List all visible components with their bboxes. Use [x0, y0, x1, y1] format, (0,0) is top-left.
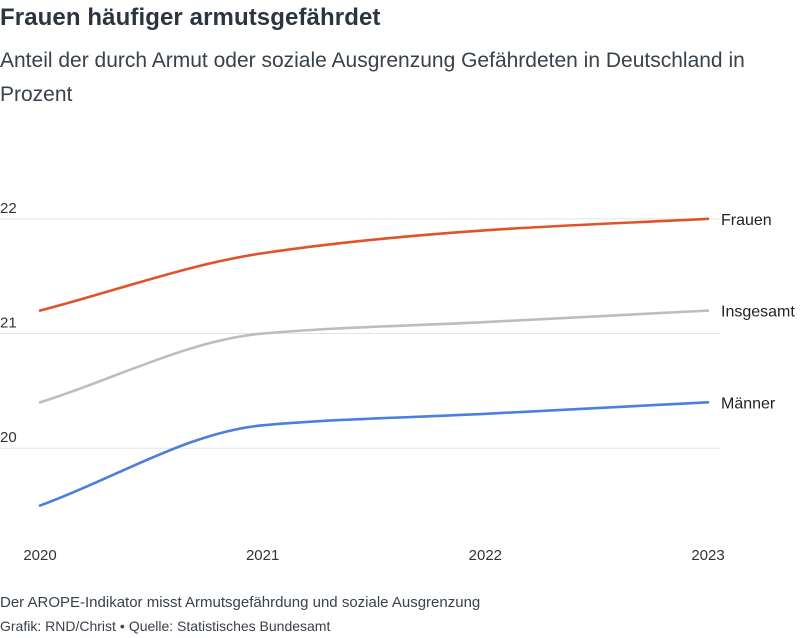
y-tick-label: 20	[0, 429, 17, 446]
x-tick-label: 2022	[469, 547, 502, 564]
y-axis-ticks: 20 21 22	[0, 200, 17, 446]
chart-title: Frauen häufiger armutsgefährdet	[0, 4, 381, 31]
x-tick-label: 2020	[23, 547, 56, 564]
x-tick-label: 2023	[691, 547, 724, 564]
chart-subtitle: Anteil der durch Armut oder soziale Ausg…	[0, 49, 745, 106]
series-label-0: Frauen	[721, 212, 772, 229]
gridlines	[0, 218, 720, 449]
y-tick-label: 21	[0, 315, 17, 332]
series-label-2: Männer	[721, 395, 776, 412]
series-label-1: Insgesamt	[721, 304, 795, 321]
series-labels: Frauen Insgesamt Männer	[721, 212, 795, 413]
series-lines	[38, 217, 710, 507]
source-text: Quelle: Statistisches Bundesamt	[128, 618, 331, 634]
y-tick-label: 22	[0, 200, 17, 217]
series-line-1	[38, 309, 710, 404]
series-line-2	[38, 401, 710, 507]
x-axis-ticks: 2020 2021 2022 2023	[23, 547, 724, 564]
series-line-0	[38, 217, 710, 312]
x-tick-label: 2021	[246, 547, 279, 564]
credit-separator: •	[119, 618, 125, 634]
footer-credits: Grafik: RND/Christ • Quelle: Statistisches…	[0, 618, 330, 634]
footer-note: Der AROPE-Indikator misst Armutsgefährdu…	[0, 594, 481, 611]
credit-text: Grafik: RND/Christ	[0, 618, 116, 634]
